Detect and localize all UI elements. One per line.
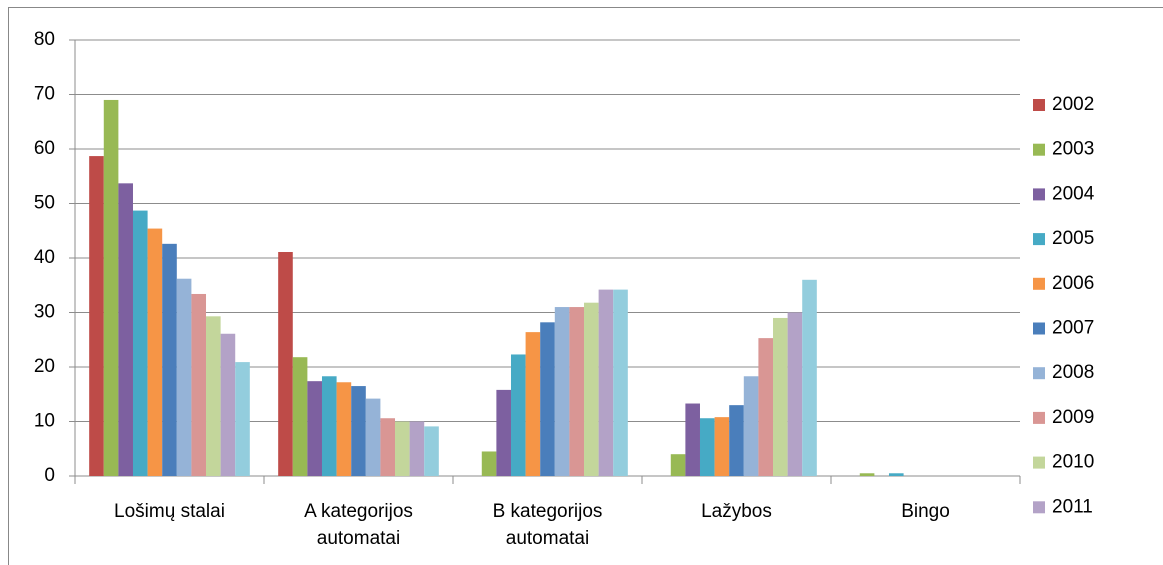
legend-swatch	[1033, 277, 1045, 290]
bar	[162, 243, 177, 476]
bar	[540, 322, 555, 476]
bar	[525, 332, 541, 476]
bar	[336, 382, 352, 476]
bar	[888, 473, 904, 476]
legend-label: 2003	[1052, 139, 1094, 160]
bar	[103, 99, 119, 476]
bar	[395, 421, 410, 476]
bar	[613, 289, 628, 476]
bar	[321, 376, 337, 476]
legend-label: 2006	[1052, 273, 1094, 294]
bar	[278, 252, 293, 476]
bar	[307, 381, 322, 476]
legend-swatch	[1033, 188, 1045, 201]
bar	[758, 338, 774, 476]
legend-swatch	[1033, 501, 1045, 514]
bar	[191, 293, 207, 476]
bar	[176, 278, 192, 476]
legend-swatch	[1033, 322, 1045, 335]
x-tick-label: B kategorijos automatai	[492, 501, 603, 549]
y-tick-label: 40	[34, 247, 55, 268]
legend-swatch	[1033, 143, 1045, 156]
bar	[424, 426, 439, 476]
bar	[787, 312, 803, 476]
bar	[802, 279, 817, 476]
bar	[685, 403, 700, 476]
bar	[699, 418, 715, 476]
legend-label: 2011	[1052, 496, 1093, 517]
legend-swatch	[1033, 233, 1045, 246]
y-tick-label: 70	[34, 84, 55, 105]
legend-label: 2008	[1052, 362, 1094, 383]
legend-swatch	[1033, 456, 1045, 469]
bar	[598, 289, 614, 476]
x-tick-label: Lošimų stalai	[114, 501, 225, 522]
bar	[714, 417, 730, 476]
bar	[569, 307, 585, 476]
bar	[132, 210, 148, 476]
chart-frame	[8, 7, 1163, 565]
bar	[409, 421, 425, 476]
legend-label: 2004	[1052, 183, 1095, 204]
x-tick-label: Bingo	[901, 501, 950, 522]
bar	[510, 354, 526, 476]
bar	[481, 451, 497, 476]
bar	[380, 418, 396, 476]
legend-label: 2005	[1052, 228, 1094, 249]
legend-label: 2009	[1052, 407, 1094, 428]
legend-swatch	[1033, 367, 1045, 380]
bar	[773, 317, 788, 476]
bar	[670, 454, 686, 476]
bar	[859, 473, 875, 476]
bar	[118, 183, 133, 476]
legend-swatch	[1033, 99, 1045, 111]
bar	[729, 405, 744, 476]
legend-label: 2007	[1052, 318, 1094, 339]
legend-label: 2002	[1052, 94, 1094, 115]
bar	[743, 376, 759, 476]
bar	[206, 316, 221, 476]
legend-swatch	[1033, 411, 1045, 424]
bar	[292, 357, 308, 476]
bar	[89, 156, 104, 476]
bar	[147, 228, 163, 476]
y-tick-label: 80	[34, 29, 55, 50]
bar	[220, 333, 236, 476]
y-tick-label: 20	[34, 356, 55, 377]
bar	[496, 389, 511, 476]
bar	[584, 302, 599, 476]
bar	[235, 362, 250, 476]
legend-label: 2010	[1052, 452, 1094, 473]
y-tick-label: 10	[34, 411, 55, 432]
x-tick-label: A kategorijos automatai	[304, 501, 413, 549]
bar	[365, 398, 381, 476]
bar	[554, 307, 570, 476]
y-tick-label: 60	[34, 138, 55, 159]
x-tick-label: Lažybos	[701, 501, 772, 522]
y-tick-label: 30	[34, 302, 55, 323]
bar	[351, 386, 366, 476]
y-tick-label: 0	[44, 465, 55, 486]
y-tick-label: 50	[34, 193, 55, 214]
